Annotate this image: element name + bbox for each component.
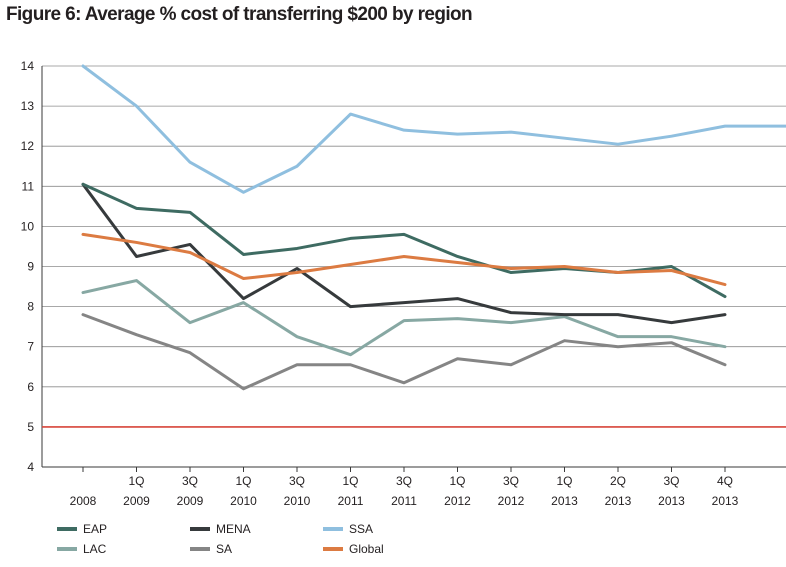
series-line-global xyxy=(81,232,727,287)
x-tick-label-year: 2010 xyxy=(230,494,257,508)
legend-label-eap: EAP xyxy=(83,522,107,536)
chart-title: Figure 6: Average % cost of transferring… xyxy=(6,4,473,25)
x-tick-label-year: 2012 xyxy=(498,494,525,508)
x-tick-label-quarter: 1Q xyxy=(342,474,358,488)
x-tick-label-year: 2013 xyxy=(658,494,685,508)
legend-label-lac: LAC xyxy=(83,542,107,556)
series-line-mena xyxy=(81,182,727,325)
series-line-ssa xyxy=(81,64,786,194)
x-tick-label-quarter: 3Q xyxy=(289,474,305,488)
y-tick-label: 4 xyxy=(27,460,34,474)
x-tick-label-year: 2013 xyxy=(712,494,739,508)
x-tick-label-quarter: 1Q xyxy=(556,474,572,488)
y-tick-label: 6 xyxy=(27,380,34,394)
x-tick-label-year: 2009 xyxy=(177,494,204,508)
y-tick-label: 8 xyxy=(27,300,34,314)
y-tick-label: 12 xyxy=(21,139,35,153)
series-line-eap xyxy=(81,182,727,299)
x-tick-label-year: 2013 xyxy=(551,494,578,508)
x-tick-label-year: 2008 xyxy=(70,494,97,508)
x-tick-label-year: 2011 xyxy=(391,494,417,508)
x-tick-label-quarter: 2Q xyxy=(610,474,626,488)
legend: EAP MENA SSA LAC SA Global xyxy=(57,522,384,556)
legend-label-ssa: SSA xyxy=(349,522,373,536)
y-axis: 4 5 6 7 8 9 10 11 12 13 14 xyxy=(21,59,43,474)
legend-label-sa: SA xyxy=(216,542,232,556)
x-tick-label-quarter: 1Q xyxy=(449,474,465,488)
y-tick-label: 9 xyxy=(27,260,34,274)
x-tick-label-quarter: 3Q xyxy=(396,474,412,488)
x-tick-label-quarter: 3Q xyxy=(663,474,679,488)
x-tick-label-quarter: 4Q xyxy=(717,474,733,488)
x-axis: 2008 1Q 2009 3Q 2009 1Q 2010 3Q 2010 1Q 2011 3Q 2011… xyxy=(42,466,786,508)
series-lines xyxy=(81,64,786,391)
y-tick-label: 5 xyxy=(27,420,34,434)
legend-label-mena: MENA xyxy=(216,522,251,536)
legend-label-global: Global xyxy=(349,542,384,556)
y-tick-label: 14 xyxy=(21,59,35,73)
x-tick-label-year: 2011 xyxy=(338,494,364,508)
x-tick-label-quarter: 1Q xyxy=(235,474,251,488)
x-tick-label-quarter: 1Q xyxy=(128,474,144,488)
x-tick-label-quarter: 3Q xyxy=(182,474,198,488)
y-tick-label: 13 xyxy=(21,99,35,113)
x-tick-label-year: 2013 xyxy=(605,494,632,508)
x-tick-label-year: 2010 xyxy=(284,494,311,508)
x-tick-label-year: 2009 xyxy=(123,494,150,508)
series-line-sa xyxy=(81,313,727,391)
y-tick-label: 7 xyxy=(27,340,34,354)
y-tick-label: 10 xyxy=(21,219,35,233)
x-tick-label-quarter: 3Q xyxy=(503,474,519,488)
y-tick-label: 11 xyxy=(22,179,35,193)
series-line-lac xyxy=(81,279,727,357)
x-tick-label-year: 2012 xyxy=(444,494,471,508)
